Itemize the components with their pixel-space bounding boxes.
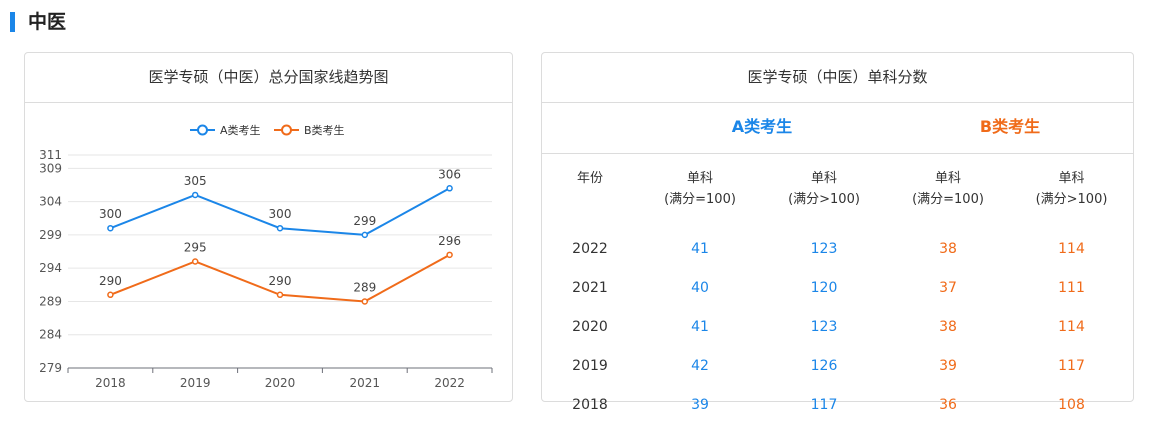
data-label: 289 <box>353 280 376 294</box>
data-point <box>191 258 199 265</box>
x-tick-label: 2018 <box>95 376 126 390</box>
b-score-over100-cell: 114 <box>1058 318 1085 335</box>
y-tick-label: 299 <box>39 228 62 242</box>
header-b-100: 单科 (满分=100) <box>886 154 1010 229</box>
b-score-over100-cell: 114 <box>1058 240 1085 257</box>
b-score-over100-cell: 108 <box>1058 396 1085 413</box>
b-score-over100-cell: 111 <box>1058 279 1085 296</box>
header-line1: 单科 <box>810 171 837 186</box>
year-cell: 2022 <box>572 240 608 257</box>
header-line1: 年份 <box>576 171 603 186</box>
data-label: 290 <box>99 274 122 288</box>
data-point <box>107 291 114 299</box>
year-cell: 2019 <box>572 357 608 374</box>
data-point <box>107 224 114 232</box>
section-accent-bar <box>10 12 15 32</box>
x-tick-label: 2021 <box>350 376 381 390</box>
header-line2: (满分>100) <box>1035 192 1108 207</box>
year-cell: 2021 <box>572 279 608 296</box>
header-line2: (满分=100) <box>912 192 984 207</box>
b-score-100-cell: 36 <box>939 396 957 413</box>
a-score-over100-cell: 126 <box>810 357 838 374</box>
header-line2: (满分=100) <box>664 192 736 207</box>
section-title: 中医 <box>28 11 67 33</box>
a-score-over100-cell: 117 <box>810 396 838 413</box>
b-score-100-cell: 38 <box>939 240 957 257</box>
y-tick-label: 279 <box>39 361 62 375</box>
data-point <box>276 291 284 299</box>
data-point <box>446 251 453 259</box>
header-line1: 单科 <box>934 171 961 186</box>
y-tick-label: 304 <box>39 195 62 209</box>
x-tick-label: 2020 <box>265 376 296 390</box>
y-tick-label: 311 <box>39 148 62 162</box>
data-point <box>446 185 453 192</box>
year-cell: 2018 <box>572 396 608 413</box>
legend-label: B类考生 <box>304 123 345 137</box>
data-label: 299 <box>353 214 376 228</box>
a-score-100-cell: 42 <box>691 357 709 374</box>
y-tick-label: 284 <box>39 328 62 342</box>
header-a-over100: 单科 (满分>100) <box>762 154 886 229</box>
table-row: 2018 39 117 36 108 <box>542 385 1133 424</box>
data-label: 300 <box>99 207 122 221</box>
b-score-100-cell: 39 <box>939 357 957 374</box>
a-score-over100-cell: 123 <box>810 318 838 335</box>
b-score-100-cell: 37 <box>939 279 957 296</box>
legend-label: A类考生 <box>220 123 261 137</box>
header-b-over100: 单科 (满分>100) <box>1010 154 1133 229</box>
header-year: 年份 <box>542 154 638 229</box>
table-row: 2022 41 123 38 114 <box>542 229 1133 268</box>
table-header-row: 年份 单科 (满分=100) 单科 (满分>100) 单科 (满分=100) 单科 (满… <box>542 154 1133 229</box>
data-label: 305 <box>184 174 207 188</box>
b-score-over100-cell: 117 <box>1058 357 1085 374</box>
data-label: 296 <box>438 234 461 248</box>
a-score-100-cell: 39 <box>691 396 709 413</box>
legend-marker <box>281 124 292 136</box>
a-score-over100-cell: 120 <box>810 279 838 296</box>
chart-card-title: 医学专硕（中医）总分国家线趋势图 <box>25 53 512 103</box>
data-point <box>191 191 199 199</box>
score-table-card: 医学专硕（中医）单科分数 A类考生 B类考生 年份 单科 (满分=100) 单科 (… <box>541 52 1134 413</box>
data-point <box>361 231 369 239</box>
year-cell: 2020 <box>572 318 608 335</box>
category-header-row: A类考生 B类考生 <box>542 103 1133 154</box>
legend-marker <box>197 124 208 136</box>
category-b-label: B类考生 <box>979 117 1041 136</box>
table-row: 2020 41 123 38 114 <box>542 307 1133 346</box>
score-table: 年份 单科 (满分=100) 单科 (满分>100) 单科 (满分=100) 单科 (满… <box>542 154 1133 424</box>
x-tick-label: 2019 <box>180 376 211 390</box>
table-row: 2021 40 120 37 111 <box>542 268 1133 307</box>
a-score-over100-cell: 123 <box>810 240 838 257</box>
data-point <box>276 224 284 232</box>
table-card-title: 医学专硕（中医）单科分数 <box>542 53 1133 103</box>
header-a-100: 单科 (满分=100) <box>638 154 762 229</box>
table-row: 2019 42 126 39 117 <box>542 346 1133 385</box>
a-score-100-cell: 41 <box>691 318 709 335</box>
a-score-100-cell: 40 <box>691 279 709 296</box>
data-label: 300 <box>269 207 292 221</box>
header-line2: (满分>100) <box>788 192 860 207</box>
x-tick-label: 2022 <box>434 376 465 390</box>
data-label: 290 <box>269 274 292 288</box>
y-tick-label: 309 <box>39 161 62 175</box>
trend-chart-card: 医学专硕（中医）总分国家线趋势图 279 284 289 294 299 304 309 31… <box>24 52 513 402</box>
a-score-100-cell: 41 <box>691 240 709 257</box>
category-a-label: A类考生 <box>731 117 793 136</box>
y-tick-label: 289 <box>39 294 62 308</box>
data-point <box>361 298 369 305</box>
data-label: 295 <box>184 241 207 255</box>
b-score-100-cell: 38 <box>939 318 957 335</box>
data-label: 306 <box>438 167 461 181</box>
header-line1: 单科 <box>1058 171 1085 186</box>
header-line1: 单科 <box>686 171 713 186</box>
y-tick-label: 294 <box>39 261 62 275</box>
